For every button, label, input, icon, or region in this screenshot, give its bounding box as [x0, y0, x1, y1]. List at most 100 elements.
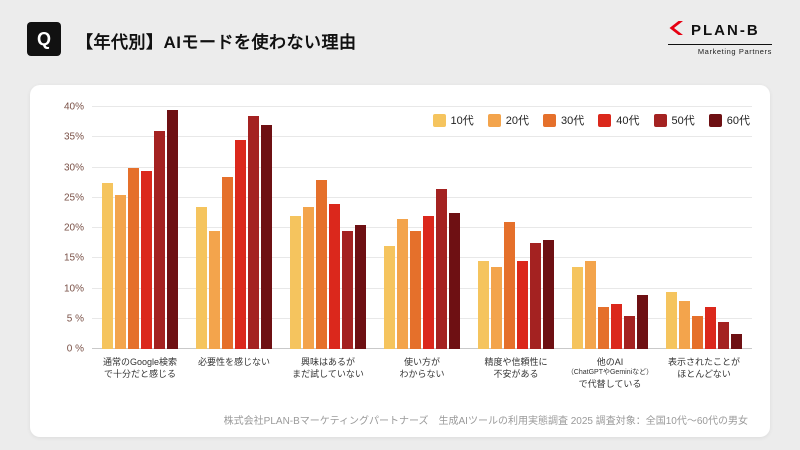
- bar-50代: [530, 243, 541, 349]
- legend-swatch: [487, 113, 501, 127]
- bar-60代: [731, 333, 742, 349]
- category-label: 通常のGoogle検索 で十分だと感じる: [102, 357, 178, 380]
- bar-10代: [290, 215, 301, 349]
- bar-20代: [209, 231, 220, 349]
- legend-label: 40代: [616, 115, 640, 127]
- bars: [384, 107, 460, 349]
- bar-group: 通常のGoogle検索 で十分だと感じる: [102, 107, 178, 379]
- gridline: [92, 287, 752, 289]
- logo-brand-text: PLAN-B: [691, 22, 760, 39]
- legend-label: 30代: [561, 115, 585, 127]
- category-label: 表示されたことが ほとんどない: [667, 357, 740, 380]
- legend-label: 10代: [450, 115, 474, 127]
- bar-10代: [102, 182, 113, 349]
- bars: [666, 107, 742, 349]
- bar-10代: [572, 267, 583, 349]
- bar-group: 他のAI （ChatGPTやGeminiなど） で代替している: [567, 107, 653, 389]
- bar-group: 興味はあるが まだ試していない: [290, 107, 366, 379]
- bar-50代: [436, 188, 447, 349]
- bar-20代: [679, 300, 690, 349]
- bar-40代: [141, 170, 152, 349]
- y-tick-label: 40%: [63, 101, 84, 113]
- y-tick-label: 15%: [63, 252, 84, 264]
- bar-50代: [248, 116, 259, 349]
- y-tick-label: 0 %: [66, 343, 84, 355]
- bar-30代: [692, 315, 703, 349]
- bar-30代: [128, 167, 139, 349]
- q-badge: Q: [27, 22, 61, 56]
- gridline: [92, 227, 752, 228]
- plot-area: 0 % 5 % 10% 15% 20% 25% 30% 35% 40% 通常のGoogle検索で…: [64, 102, 752, 389]
- bars: [572, 107, 648, 349]
- category-label: 使い方が わからない: [399, 357, 445, 380]
- gridline: [92, 136, 752, 138]
- legend: 10代 20代 30代 40代 50代 60代: [432, 112, 750, 128]
- bar-60代: [167, 110, 178, 349]
- gridline: [92, 196, 752, 198]
- bar-30代: [410, 231, 421, 349]
- bar-40代: [329, 203, 340, 349]
- legend-swatch: [432, 113, 446, 127]
- bars: [196, 107, 272, 349]
- gridline: [92, 106, 752, 107]
- category-label: 必要性を感じない: [197, 357, 270, 367]
- plan-b-logo: PLAN-B Marketing Partners: [668, 20, 772, 56]
- bars: [102, 107, 178, 349]
- bar-30代: [598, 306, 609, 349]
- bar-40代: [235, 140, 246, 349]
- bar-10代: [384, 246, 395, 349]
- legend-item-40代: 40代: [598, 112, 640, 128]
- logo-top: PLAN-B: [668, 20, 772, 41]
- legend-swatch: [598, 113, 612, 127]
- bar-group: 使い方が わからない: [384, 107, 460, 379]
- legend-swatch: [543, 113, 556, 127]
- legend-label: 50代: [671, 115, 695, 127]
- legend-swatch: [653, 113, 667, 127]
- bar-group: 表示されたことが ほとんどない: [666, 107, 742, 379]
- bar-20代: [491, 267, 502, 349]
- category-label: 興味はあるが まだ試していない: [292, 357, 364, 380]
- bar-40代: [423, 215, 434, 349]
- bars: [290, 107, 366, 349]
- logo-divider: [668, 44, 772, 45]
- legend-item-50代: 50代: [653, 112, 695, 128]
- bar-10代: [666, 291, 677, 349]
- y-tick-label: 30%: [63, 162, 84, 173]
- y-tick-label: 35%: [63, 131, 84, 143]
- bar-50代: [624, 315, 635, 349]
- bar-60代: [543, 240, 554, 349]
- bar-10代: [196, 206, 207, 349]
- chart-card: 0 % 5 % 10% 15% 20% 25% 30% 35% 40% 通常のGoogle検索で…: [30, 85, 770, 437]
- bar-group: 精度や信頼性に 不安がある: [478, 107, 554, 379]
- legend-item-20代: 20代: [487, 112, 529, 128]
- logo-chevron-icon: [668, 20, 684, 41]
- bar-40代: [705, 306, 716, 349]
- bar-20代: [585, 261, 596, 349]
- y-tick-label: 10%: [63, 283, 84, 294]
- bar-50代: [154, 131, 165, 349]
- page-title: 【年代別】AIモードを使わない理由: [76, 33, 357, 52]
- gridline: [92, 166, 752, 168]
- legend-item-60代: 60代: [708, 112, 750, 128]
- bar-60代: [449, 212, 460, 349]
- bar-40代: [517, 261, 528, 349]
- bar-20代: [397, 218, 408, 349]
- bar-groups: 通常のGoogle検索 で十分だと感じる 必要性を感じない 興味はあるが まだ試していな…: [92, 107, 752, 389]
- y-tick-label: 25%: [63, 192, 84, 204]
- gridline: [92, 348, 752, 349]
- bar-60代: [355, 224, 366, 349]
- legend-label: 60代: [726, 115, 750, 127]
- bar-40代: [611, 303, 622, 349]
- legend-swatch: [708, 113, 722, 127]
- y-tick-label: 20%: [63, 222, 84, 234]
- category-label: 他のAI （ChatGPTやGeminiなど） で代替している: [566, 357, 654, 389]
- legend-item-30代: 30代: [543, 112, 584, 128]
- logo-tagline: Marketing Partners: [697, 47, 772, 56]
- bar-10代: [478, 261, 489, 349]
- y-tick-label: 5 %: [66, 313, 84, 325]
- legend-item-10代: 10代: [432, 112, 474, 128]
- bar-50代: [342, 231, 353, 349]
- bar-60代: [637, 294, 648, 349]
- bar-group: 必要性を感じない: [196, 107, 272, 367]
